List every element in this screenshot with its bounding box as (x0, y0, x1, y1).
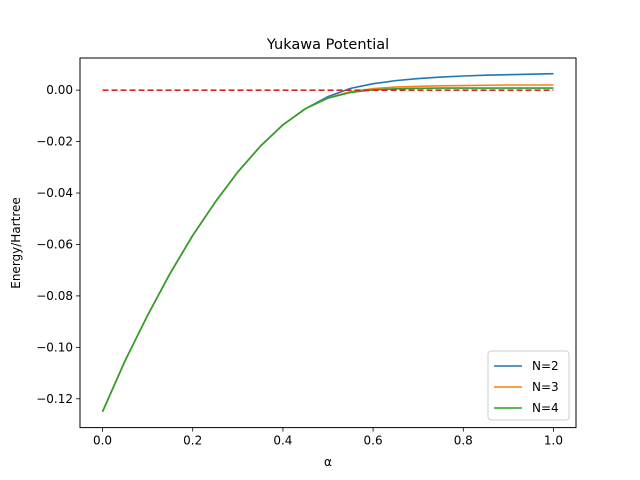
y-tick-label: 0.00 (46, 83, 73, 97)
y-tick-label: −0.04 (36, 186, 73, 200)
series-line-n-4 (101, 87, 554, 412)
y-axis-label: Energy/Hartree (9, 197, 23, 289)
y-tick-label: −0.02 (36, 135, 73, 149)
chart-title: Yukawa Potential (266, 37, 389, 53)
axes-frame (79, 57, 577, 429)
plot-area (101, 72, 554, 412)
legend-box (487, 350, 570, 421)
legend-label: N=2 (532, 359, 559, 373)
legend-label: N=4 (532, 401, 559, 415)
x-axis-label: α (324, 455, 332, 469)
y-tick-label: −0.06 (36, 237, 73, 251)
y-axis: −0.12 −0.10 −0.08 −0.06 −0.04 −0.02 0.00 (36, 83, 80, 406)
x-tick-label: 0.2 (183, 434, 202, 448)
x-tick-label: 0.6 (364, 434, 383, 448)
y-tick-label: −0.10 (36, 340, 73, 354)
x-tick-label: 0.4 (273, 434, 292, 448)
x-axis: 0.0 0.2 0.4 0.6 0.8 1.0 (93, 427, 563, 448)
legend-label: N=3 (532, 380, 559, 394)
x-tick-label: 1.0 (544, 434, 563, 448)
x-tick-label: 0.0 (93, 434, 112, 448)
x-tick-label: 0.8 (454, 434, 473, 448)
y-tick-label: −0.12 (36, 392, 73, 406)
y-tick-label: −0.08 (36, 289, 73, 303)
legend: N=2 N=3 N=4 (487, 350, 570, 421)
